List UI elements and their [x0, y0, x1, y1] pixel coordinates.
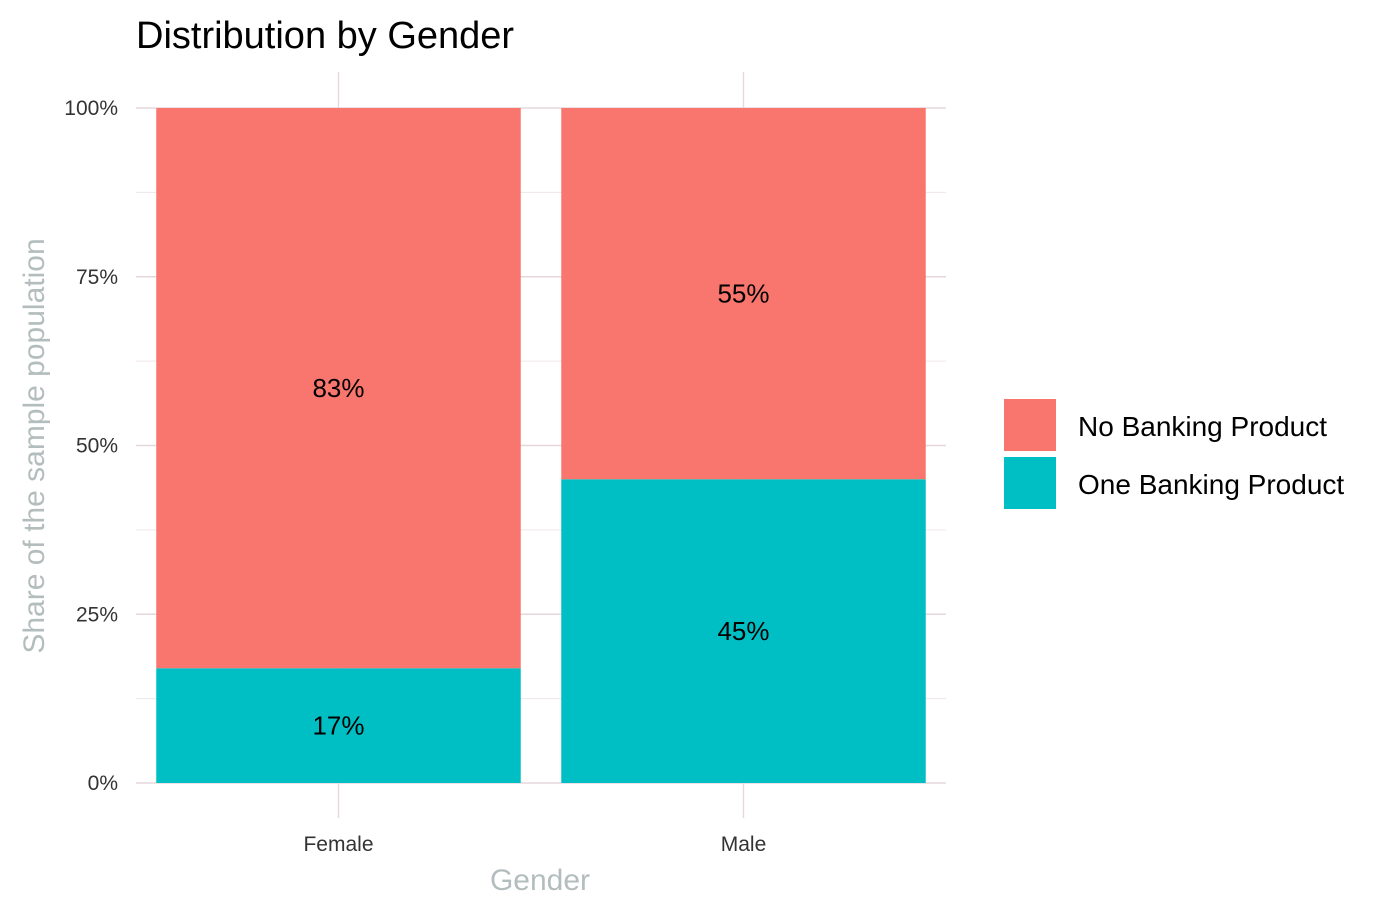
legend-label: One Banking Product [1078, 469, 1344, 500]
bars [156, 108, 926, 783]
chart-title: Distribution by Gender [136, 15, 514, 57]
data-label: 55% [717, 279, 769, 309]
legend-label: No Banking Product [1078, 411, 1327, 442]
y-tick-label: 25% [76, 603, 118, 626]
x-axis-ticks: Female Male [303, 833, 766, 856]
y-axis-ticks: 0% 25% 50% 75% 100% [64, 97, 118, 795]
legend-key [1004, 457, 1056, 509]
data-label: 83% [312, 373, 364, 403]
data-labels: 17% 83% 45% 55% [312, 279, 769, 741]
legend-key [1004, 399, 1056, 451]
y-axis-title: Share of the sample population [18, 238, 51, 653]
data-label: 45% [717, 616, 769, 646]
y-tick-label: 100% [64, 97, 118, 120]
bar-segment [561, 108, 926, 480]
bar-segment [561, 479, 926, 783]
y-tick-label: 0% [88, 772, 118, 795]
legend: No Banking Product One Banking Product [1004, 399, 1344, 509]
data-label: 17% [312, 711, 364, 741]
x-tick-label: Female [303, 833, 373, 856]
x-tick-label: Male [721, 833, 767, 856]
x-axis-title: Gender [490, 864, 590, 897]
y-tick-label: 50% [76, 435, 118, 458]
bar-segment [156, 108, 521, 669]
y-tick-label: 75% [76, 266, 118, 289]
bar-segment [156, 668, 521, 783]
